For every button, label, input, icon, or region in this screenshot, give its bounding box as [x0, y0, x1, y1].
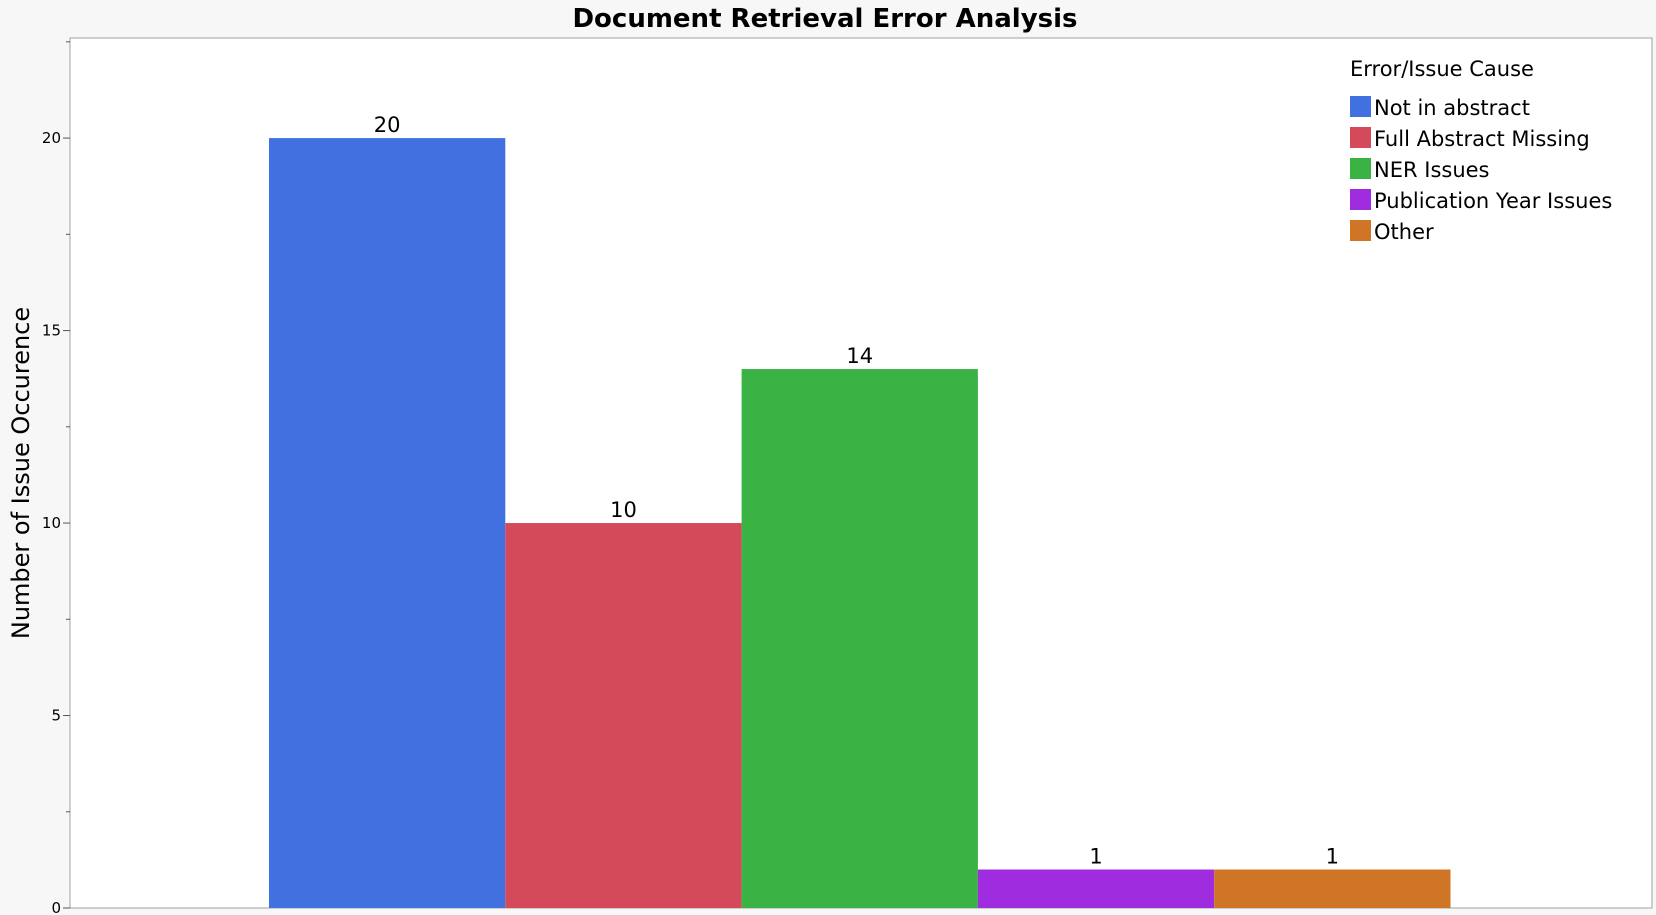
- legend-item-label: Full Abstract Missing: [1374, 127, 1590, 151]
- y-tick-label: 5: [51, 707, 61, 725]
- bar: [269, 138, 506, 908]
- bar-value-label: 10: [610, 498, 637, 522]
- legend-item-label: NER Issues: [1374, 158, 1490, 182]
- bar: [1214, 869, 1451, 908]
- legend: Error/Issue Cause Not in abstract Full Ab…: [1350, 57, 1612, 244]
- bar-value-label: 1: [1089, 845, 1102, 869]
- legend-swatch: [1350, 96, 1371, 117]
- y-tick-label: 15: [42, 322, 61, 340]
- legend-swatch: [1350, 127, 1371, 148]
- bar: [505, 523, 742, 908]
- legend-title: Error/Issue Cause: [1350, 57, 1534, 81]
- legend-swatch: [1350, 158, 1371, 179]
- y-tick-label: 20: [42, 129, 61, 147]
- bar: [741, 369, 978, 908]
- y-axis: 0 5 10 15 20: [42, 41, 70, 915]
- bar-value-label: 1: [1326, 845, 1339, 869]
- chart-title: Document Retrieval Error Analysis: [572, 4, 1077, 34]
- y-tick-label: 0: [51, 899, 61, 915]
- bar: [977, 869, 1215, 908]
- legend-swatch: [1350, 220, 1371, 241]
- y-axis-label: Number of Issue Occurence: [7, 307, 35, 639]
- data-labels: 20 10 14 1 1: [374, 113, 1339, 868]
- legend-swatch: [1350, 189, 1371, 210]
- bar-value-label: 14: [846, 344, 873, 368]
- bar-value-label: 20: [374, 113, 401, 137]
- bars: [269, 138, 1451, 908]
- legend-item-label: Publication Year Issues: [1374, 189, 1612, 213]
- legend-item-label: Other: [1374, 220, 1434, 244]
- legend-item-label: Not in abstract: [1374, 96, 1530, 120]
- y-tick-label: 10: [42, 514, 61, 532]
